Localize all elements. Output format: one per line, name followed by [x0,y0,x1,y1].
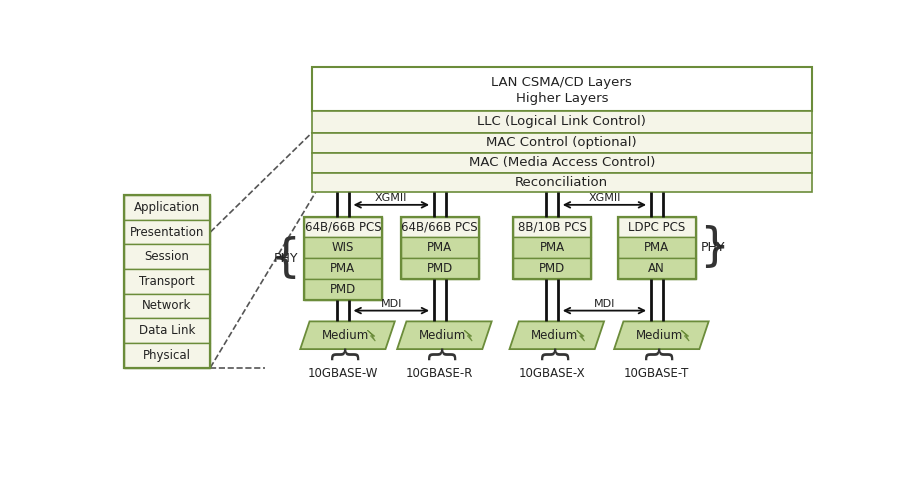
Bar [123,343,210,368]
Bar [304,217,382,237]
Bar [401,258,479,279]
Text: Medium: Medium [636,329,683,342]
Polygon shape [577,330,585,341]
Text: XGMII: XGMII [375,193,408,203]
Polygon shape [509,321,604,349]
Text: 10GBASE-X: 10GBASE-X [519,367,586,380]
Polygon shape [397,321,492,349]
Bar [618,217,696,279]
Text: }: } [699,225,729,270]
Text: Medium: Medium [419,329,466,342]
Bar [401,217,479,237]
Text: PMA: PMA [330,262,356,275]
Polygon shape [301,321,395,349]
Text: 64B/66B PCS: 64B/66B PCS [401,220,478,233]
Text: LAN CSMA/CD Layers: LAN CSMA/CD Layers [492,75,632,89]
Text: 10GBASE-W: 10GBASE-W [308,367,378,380]
Text: MDI: MDI [380,299,402,309]
Text: PMD: PMD [330,283,356,296]
Text: WIS: WIS [332,241,354,255]
Text: Medium: Medium [322,329,369,342]
Bar [514,217,590,279]
Bar [123,269,210,294]
Text: MAC Control (optional): MAC Control (optional) [486,136,637,149]
Text: MDI: MDI [594,299,615,309]
Bar [304,258,382,279]
Bar [312,111,812,133]
Text: Medium: Medium [531,329,579,342]
Text: 10GBASE-T: 10GBASE-T [624,367,689,380]
Text: PMD: PMD [427,262,452,275]
Text: AN: AN [648,262,665,275]
Bar [304,279,382,300]
Bar [312,133,812,153]
Text: Transport: Transport [139,275,195,288]
Bar [304,237,382,258]
Text: 10GBASE-R: 10GBASE-R [406,367,473,380]
Text: PMD: PMD [539,262,565,275]
Text: }: } [425,341,454,360]
Bar [123,318,210,343]
Text: Presentation: Presentation [130,225,204,238]
Text: Application: Application [133,201,200,214]
Bar [312,153,812,173]
Text: PHY: PHY [701,241,726,255]
Bar [312,66,812,111]
Bar [514,217,590,237]
Text: Network: Network [143,299,192,312]
Text: MAC (Media Access Control): MAC (Media Access Control) [469,156,655,170]
Text: 64B/66B PCS: 64B/66B PCS [304,220,381,233]
Bar [123,294,210,318]
Text: 8B/10B PCS: 8B/10B PCS [517,220,587,233]
Text: Higher Layers: Higher Layers [515,92,608,105]
Bar [401,237,479,258]
Text: PMA: PMA [539,241,565,255]
Text: XGMII: XGMII [589,193,621,203]
Text: }: } [328,341,357,360]
Bar [123,220,210,244]
Bar [312,173,812,192]
Bar [618,237,696,258]
Text: PMA: PMA [427,241,452,255]
Text: Session: Session [144,250,189,263]
Text: }: } [643,341,671,360]
Text: PMA: PMA [644,241,669,255]
Text: }: } [537,341,567,360]
Text: LDPC PCS: LDPC PCS [628,220,686,233]
Text: Physical: Physical [143,349,191,362]
Text: {: { [271,236,301,281]
Text: PHY: PHY [274,252,299,265]
Bar [618,258,696,279]
Bar [123,195,210,368]
Polygon shape [367,330,376,341]
Bar [123,244,210,269]
Bar [123,195,210,220]
Text: LLC (Logical Link Control): LLC (Logical Link Control) [477,116,646,128]
Bar [618,217,696,237]
Polygon shape [464,330,473,341]
Polygon shape [681,330,689,341]
Bar [514,237,590,258]
Bar [304,217,382,300]
Bar [514,258,590,279]
Text: Data Link: Data Link [139,324,195,337]
Polygon shape [614,321,708,349]
Text: Reconciliation: Reconciliation [515,176,609,189]
Bar [401,217,479,279]
